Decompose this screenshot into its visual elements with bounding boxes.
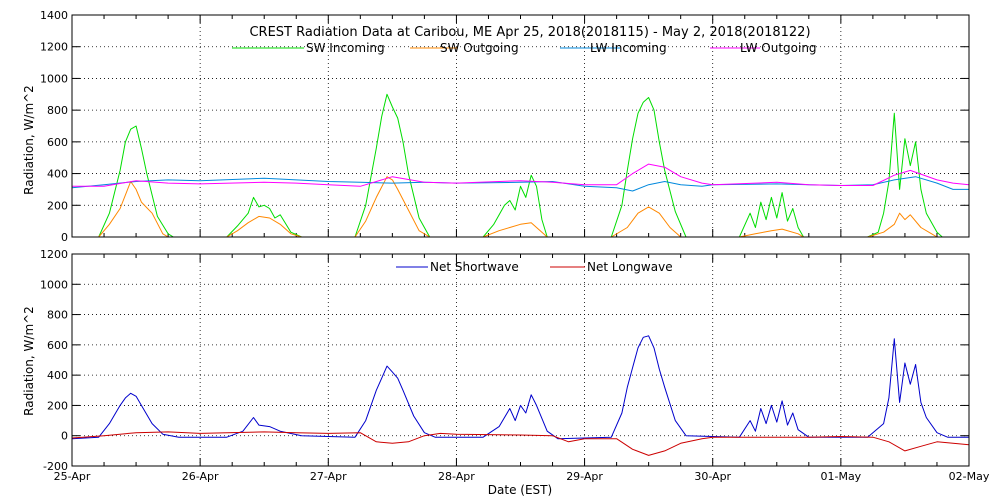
y-tick-label: 1000 xyxy=(40,72,68,85)
bottom-y-axis-label: Radiation, W/m^2 xyxy=(22,306,36,416)
y-tick-label: 1200 xyxy=(40,248,68,261)
x-tick-label: 02-May xyxy=(949,470,990,483)
y-tick-label: 400 xyxy=(47,168,68,181)
y-tick-label: 1000 xyxy=(40,278,68,291)
x-tick-label: 28-Apr xyxy=(438,470,475,483)
x-tick-label: 25-Apr xyxy=(54,470,91,483)
x-tick-label: 27-Apr xyxy=(310,470,347,483)
series-line-sw-incoming xyxy=(98,93,943,238)
y-tick-label: -200 xyxy=(43,460,68,473)
y-tick-label: 1200 xyxy=(40,41,68,54)
series-line-lw-outgoing xyxy=(72,163,970,187)
panel-bottom: -200 0 200 400 600 800 1000 1200 Net Shortwave Ne… xyxy=(40,248,990,483)
x-axis-label: Date (EST) xyxy=(488,483,552,497)
plot-frame xyxy=(71,14,970,238)
series-line-net-longwave xyxy=(71,431,970,456)
x-tick-label: 29-Apr xyxy=(566,470,603,483)
legend-label: Net Longwave xyxy=(587,260,673,274)
y-tick-label: 600 xyxy=(47,339,68,352)
x-tick-label: 30-Apr xyxy=(694,470,731,483)
x-tick-label: 26-Apr xyxy=(182,470,219,483)
y-tick-label: 600 xyxy=(47,136,68,149)
series-line-lw-incoming xyxy=(71,176,969,192)
x-tick-label: 01-May xyxy=(820,470,861,483)
series-line-sw-outgoing xyxy=(98,176,938,238)
y-tick-label: 400 xyxy=(47,369,68,382)
y-tick-label: 200 xyxy=(47,199,68,212)
chart-title: CREST Radiation Data at Caribou, ME Apr … xyxy=(249,25,810,40)
y-tick-label: 800 xyxy=(47,104,68,117)
legend-label: SW Outgoing xyxy=(440,41,519,55)
legend-label: Net Shortwave xyxy=(430,260,519,274)
legend-label: LW Outgoing xyxy=(740,41,817,55)
y-tick-label: 800 xyxy=(47,309,68,322)
legend-label: SW Incoming xyxy=(306,41,385,55)
y-tick-label: 200 xyxy=(47,399,68,412)
y-tick-label: 0 xyxy=(61,231,68,244)
series-line-net-shortwave xyxy=(71,335,969,440)
panel-top: 0 200 400 600 800 1000 1200 1400 SW Incoming SW O… xyxy=(40,9,970,244)
top-y-axis-label: Radiation, W/m^2 xyxy=(22,85,36,195)
y-tick-label: 0 xyxy=(61,430,68,443)
y-tick-label: 1400 xyxy=(40,9,68,22)
legend-label: LW Incoming xyxy=(590,41,667,55)
plot-frame xyxy=(71,253,970,467)
